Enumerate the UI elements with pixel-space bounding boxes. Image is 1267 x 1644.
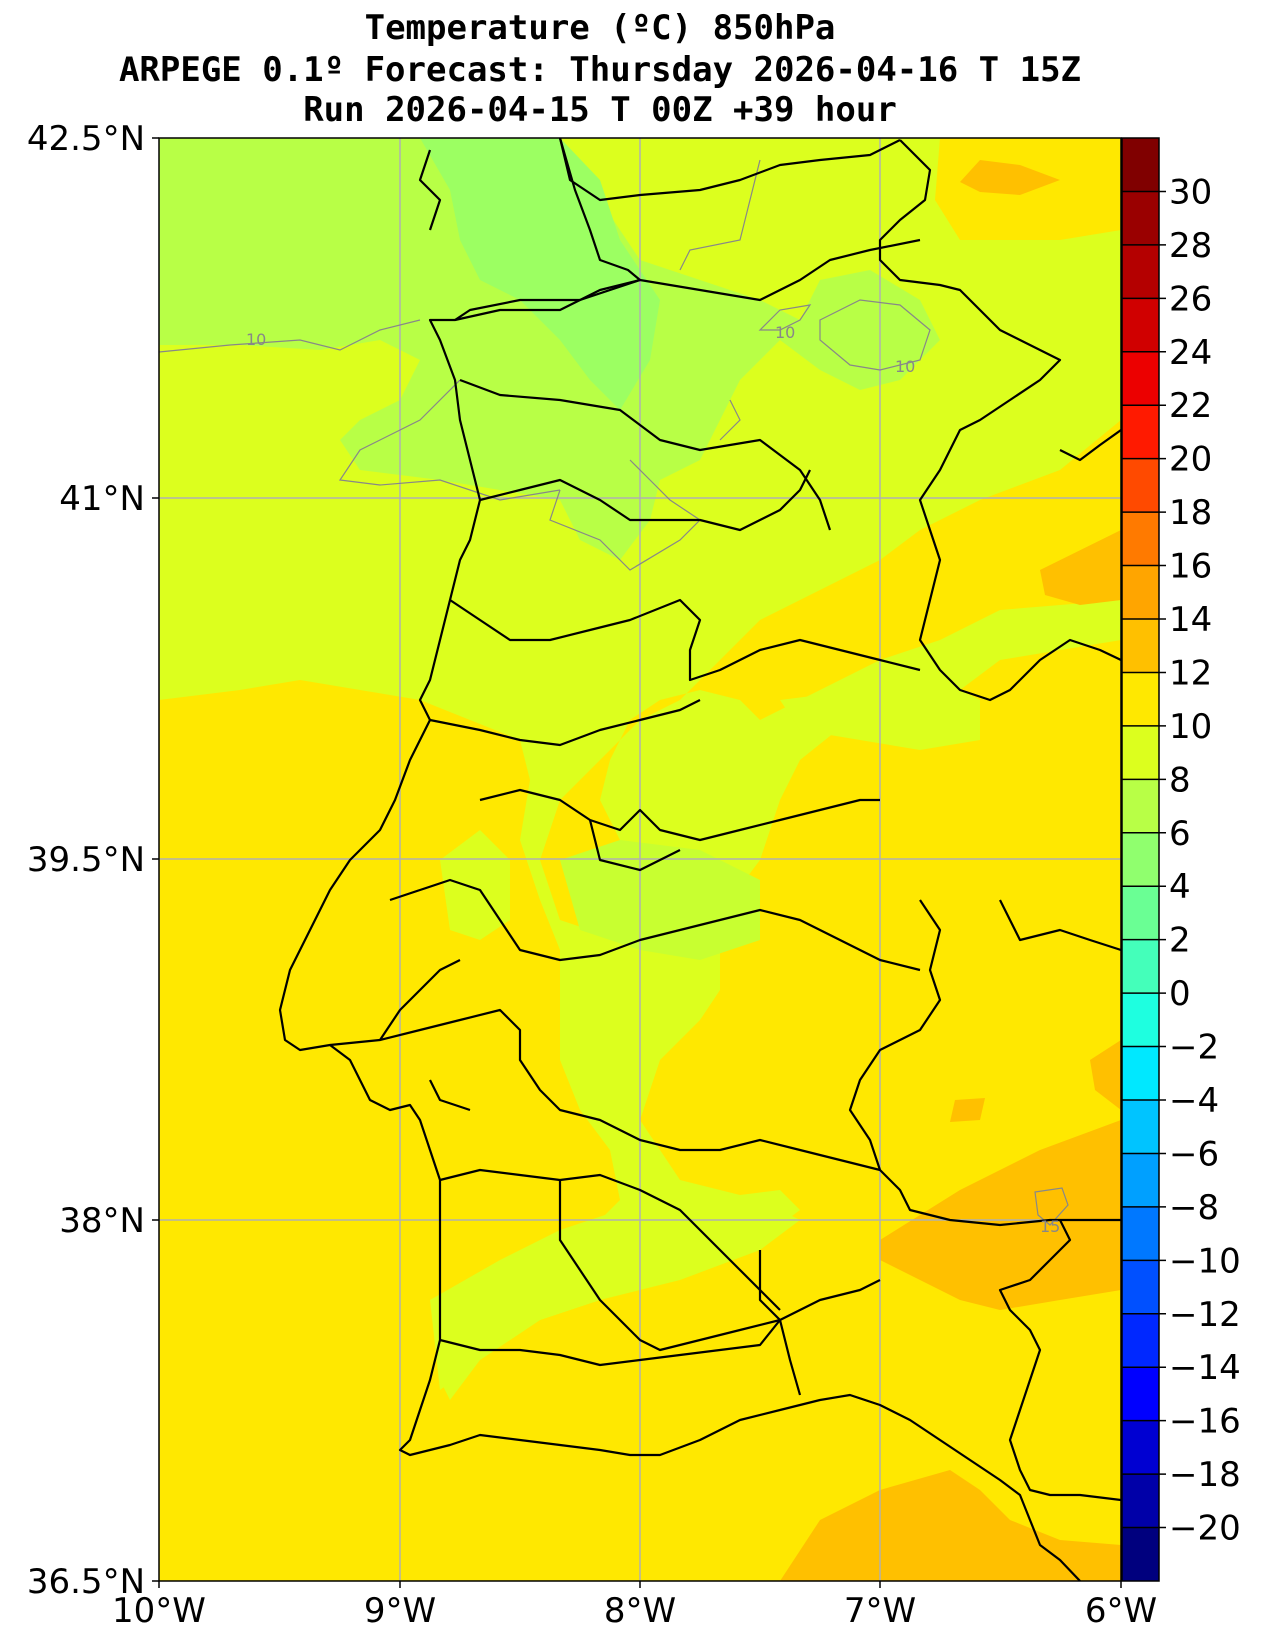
colorbar-labels: 302826242220181614121086420−2−4−6−8−10−1… [1169, 172, 1241, 1548]
temperature-field-10-12-center-blob [560, 840, 760, 960]
atlantic-coastline [278, 138, 1081, 1581]
colorbar-tick-label: −8 [1169, 1188, 1219, 1228]
lat-label-39-5: 39.5°N [27, 840, 145, 880]
colorbar-segment [1122, 779, 1159, 834]
temperature-field-10-12-south [430, 1190, 800, 1390]
colorbar-segment [1122, 191, 1159, 246]
colorbar-tick-label: −12 [1169, 1295, 1241, 1335]
colorbar-segment [1122, 351, 1159, 406]
temperature-field-14-16-ne [960, 160, 1060, 195]
colorbar-segment [1122, 512, 1159, 567]
colorbar-ticks [1122, 190, 1166, 1529]
chart-title-line-3: Run 2026-04-15 T 00Z +39 hour [303, 90, 897, 130]
colorbar-tick-label: 16 [1169, 547, 1212, 587]
colorbar-segment [1122, 1260, 1159, 1315]
colorbar-tick-label: 8 [1169, 760, 1191, 800]
chart-title-line-1: Temperature (ºC) 850hPa [364, 8, 836, 48]
colorbar-tick-label: 28 [1169, 226, 1212, 266]
contour-label: 10 [246, 330, 266, 349]
colorbar-segment [1122, 1367, 1159, 1422]
colorbar-tick-label: 10 [1169, 707, 1212, 747]
temperature-field-8-10-north [159, 138, 940, 560]
map-area: 10 10 10 15 [159, 138, 1121, 1581]
coastline-and-borders [278, 138, 1121, 1581]
contour-label: 10 [775, 323, 795, 342]
colorbar-segment [1122, 725, 1159, 780]
temperature-field-14-16-mid-east [1090, 1040, 1121, 1110]
colorbar-tick-label: 20 [1169, 440, 1212, 480]
colorbar-segment [1122, 1153, 1159, 1208]
colorbar-tick-label: −20 [1169, 1509, 1241, 1549]
colorbar-segment [1122, 1313, 1159, 1368]
temperature-field-6-8 [420, 138, 660, 410]
colorbar-tick-label: 12 [1169, 653, 1212, 693]
colorbar-segment [1122, 672, 1159, 727]
colorbar-segment [1122, 458, 1159, 513]
colorbar-segment [1122, 298, 1159, 353]
lon-label-8w: 8°W [604, 1591, 676, 1631]
temperature-field-14-16-south [780, 1470, 1121, 1581]
temperature-field-14-16-se [880, 1120, 1121, 1310]
colorbar-tick-label: 24 [1169, 333, 1212, 373]
lon-label-9w: 9°W [364, 1591, 436, 1631]
lat-label-38: 38°N [59, 1201, 145, 1241]
lat-label-36-5: 36.5°N [27, 1562, 145, 1602]
colorbar-tick-label: −10 [1169, 1241, 1241, 1281]
lon-label-10w: 10°W [112, 1591, 206, 1631]
colorbar-tick-label: −14 [1169, 1348, 1241, 1388]
colorbar-segment [1122, 993, 1159, 1048]
colorbar-segment [1122, 1046, 1159, 1101]
north-border-river [558, 138, 901, 202]
temperature-field-14-16-patch [950, 1098, 985, 1122]
lat-label-42-5: 42.5°N [27, 119, 145, 159]
colorbar-segment [1122, 619, 1159, 673]
colorbar-frame [1121, 137, 1160, 1582]
colorbar-segment [1122, 1100, 1159, 1154]
colorbar-tick-label: 0 [1169, 974, 1191, 1014]
colorbar-segment [1122, 244, 1159, 299]
contour-label: 10 [895, 357, 915, 376]
colorbar-tick-label: −4 [1169, 1081, 1219, 1121]
colorbar-segment [1122, 1420, 1159, 1475]
lon-label-6w: 6°W [1085, 1591, 1157, 1631]
colorbar-segment [1122, 1206, 1159, 1261]
colorbar-segment [1122, 138, 1159, 192]
colorbar-segment [1122, 405, 1159, 460]
colorbar-tick-label: 26 [1169, 279, 1212, 319]
colorbar-tick-label: 2 [1169, 921, 1191, 961]
colorbar-tick-label: 22 [1169, 386, 1212, 426]
lon-label-7w: 7°W [844, 1591, 916, 1631]
temperature-field-14-16-east [1040, 530, 1121, 605]
colorbar-segment [1122, 1474, 1159, 1529]
colorbar-tick-label: 14 [1169, 600, 1212, 640]
colorbar-tick-label: 6 [1169, 814, 1191, 854]
colorbar-tick-label: −18 [1169, 1455, 1241, 1495]
chart-title-line-2: ARPEGE 0.1º Forecast: Thursday 2026-04-1… [118, 50, 1082, 90]
colorbar-tick-label: 4 [1169, 867, 1191, 907]
colorbar-segment [1122, 939, 1159, 994]
colorbar-tick-label: −2 [1169, 1028, 1219, 1068]
colorbar-tick-label: 30 [1169, 172, 1212, 212]
temperature-field-10-12-leiria-blob [440, 830, 510, 940]
colorbar-segment [1122, 1527, 1159, 1582]
colorbar: 302826242220181614121086420−2−4−6−8−10−1… [1121, 137, 1241, 1582]
axis-ticks [152, 137, 1122, 1588]
lat-label-41: 41°N [59, 479, 145, 519]
colorbar-segment [1122, 886, 1159, 941]
colorbar-segment [1122, 832, 1159, 887]
colorbar-tick-label: 18 [1169, 493, 1212, 533]
colorbar-segment [1122, 565, 1159, 620]
spain-border [878, 139, 1121, 702]
colorbar-segments [1122, 138, 1159, 1582]
colorbar-tick-label: −6 [1169, 1134, 1219, 1174]
temperature-field-8-10-west [159, 138, 420, 220]
colorbar-tick-label: −16 [1169, 1402, 1241, 1442]
contour-label: 15 [1040, 1217, 1060, 1236]
